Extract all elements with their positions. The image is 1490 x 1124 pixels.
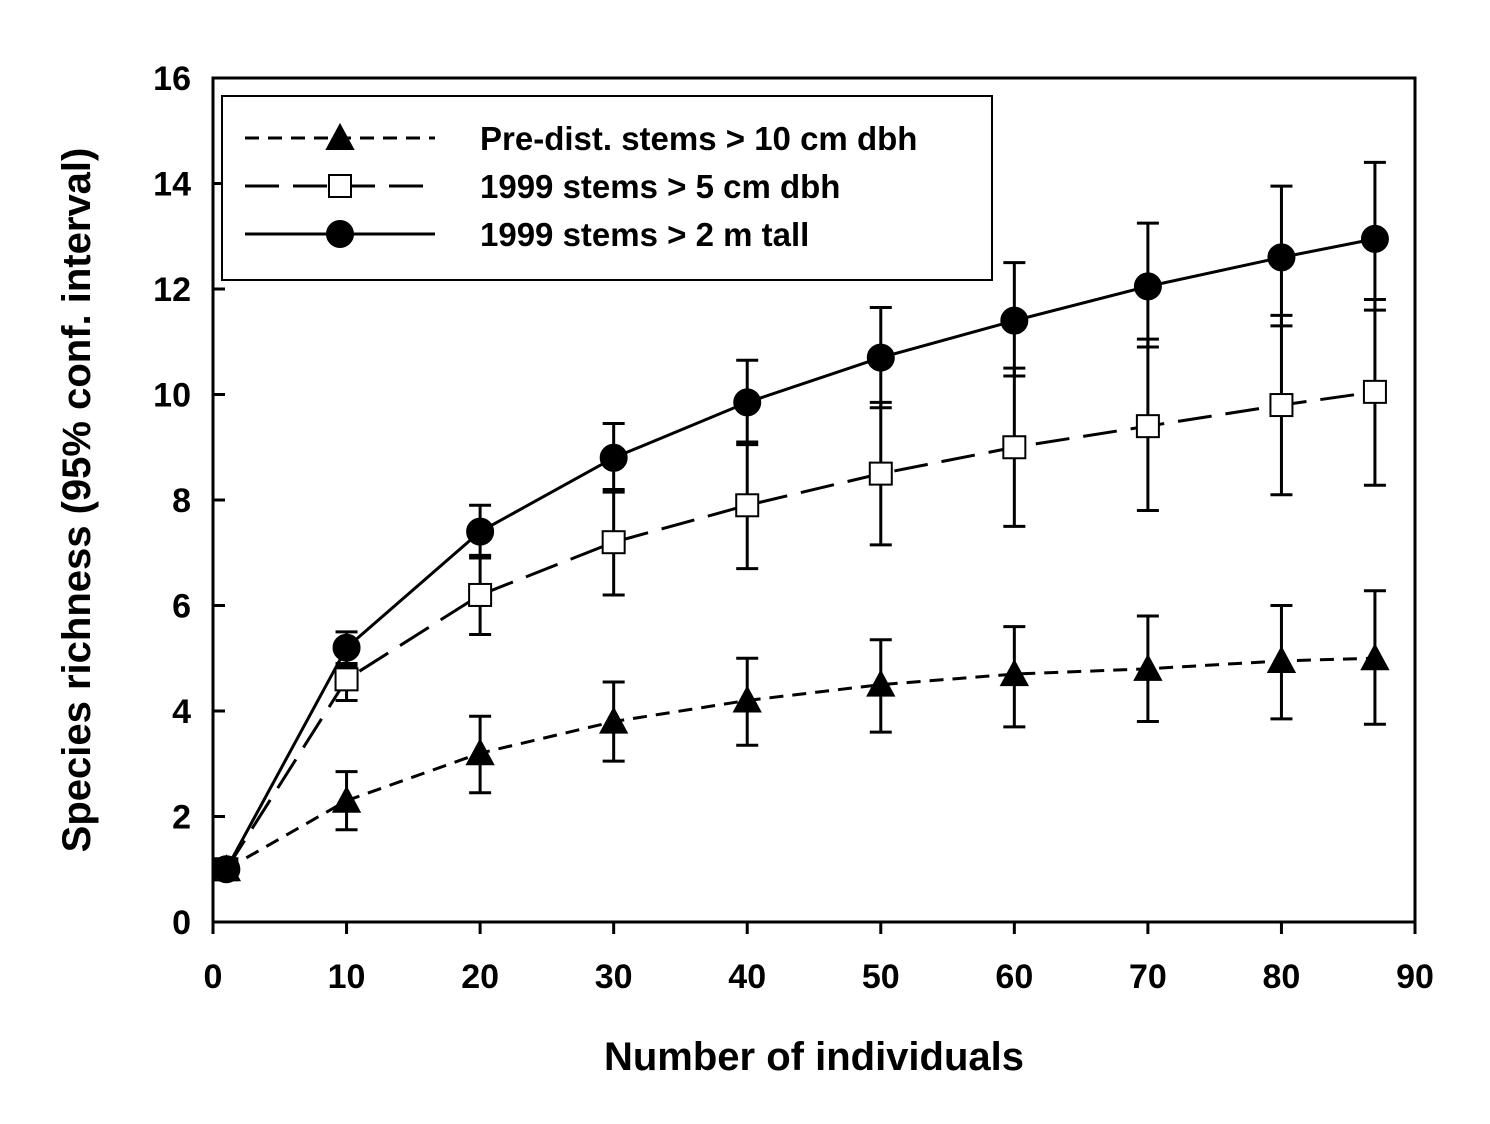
- data-point-circle: [733, 388, 762, 417]
- markers-circle: [212, 224, 1389, 884]
- data-point-square: [1135, 414, 1160, 439]
- x-tick-label: 70: [1129, 958, 1167, 996]
- data-point-triangle: [598, 706, 629, 734]
- data-point-square: [1362, 379, 1387, 404]
- series-line-circle: [225, 237, 1376, 870]
- y-tick-label: 2: [172, 799, 191, 837]
- series-layer: [211, 160, 1390, 884]
- legend-label: 1999 stems > 2 m tall: [480, 216, 809, 253]
- x-tick-label: 50: [862, 958, 900, 996]
- data-point-square: [868, 461, 893, 486]
- x-tick-label: 20: [461, 958, 499, 996]
- x-tick-label: 0: [204, 958, 223, 996]
- legend: Pre-dist. stems > 10 cm dbh 1999 stems > …: [221, 95, 993, 281]
- data-point-circle: [599, 443, 628, 472]
- x-tick-label: 30: [595, 958, 633, 996]
- x-tick-label: 10: [328, 958, 366, 996]
- y-tick-label: 0: [172, 904, 191, 942]
- legend-marker-circle: [326, 220, 354, 248]
- series-line-triangle: [225, 656, 1375, 871]
- y-tick-label: 4: [172, 693, 191, 731]
- series-triangle: [225, 589, 1386, 871]
- legend-label: 1999 stems > 5 cm dbh: [480, 168, 840, 205]
- data-point-triangle: [732, 685, 762, 713]
- data-point-circle: [1360, 224, 1389, 253]
- data-point-square: [334, 667, 359, 692]
- legend-entries: Pre-dist. stems > 10 cm dbh 1999 stems > …: [245, 120, 917, 253]
- y-axis-ticks: 0 2 4 6 8 10 12 14 16: [153, 60, 225, 942]
- data-point-triangle: [1266, 645, 1297, 673]
- y-tick-label: 16: [153, 60, 191, 98]
- data-point-triangle: [1133, 653, 1163, 681]
- data-point-triangle: [866, 669, 896, 697]
- x-tick-label: 40: [728, 958, 766, 996]
- y-tick-label: 10: [153, 377, 191, 415]
- data-point-square: [735, 493, 760, 518]
- y-tick-label: 8: [172, 482, 191, 520]
- legend-entry: 1999 stems > 5 cm dbh: [245, 168, 840, 205]
- data-point-square: [1269, 393, 1294, 418]
- x-tick-label: 80: [1263, 958, 1301, 996]
- data-point-triangle: [331, 785, 362, 813]
- data-point-square: [601, 530, 626, 555]
- x-tick-label: 60: [995, 958, 1033, 996]
- data-point-triangle: [465, 738, 495, 766]
- x-tick-label: 90: [1396, 958, 1434, 996]
- data-point-circle: [866, 343, 895, 372]
- y-axis-title: Species richness (95% conf. interval): [55, 148, 99, 853]
- y-tick-label: 12: [153, 271, 191, 309]
- legend-entry: 1999 stems > 2 m tall: [245, 216, 809, 253]
- markers-triangle: [211, 643, 1390, 882]
- data-point-square: [1002, 435, 1027, 460]
- x-axis-title: Number of individuals: [604, 1035, 1024, 1079]
- data-point-triangle: [1360, 643, 1390, 671]
- data-point-triangle: [999, 658, 1030, 687]
- data-point-circle: [212, 855, 241, 884]
- y-tick-label: 6: [172, 588, 191, 626]
- data-point-circle: [466, 517, 495, 546]
- x-axis-ticks: 0 10 20 30 40 50 60 70 80 90: [204, 922, 1434, 996]
- series-line-square: [225, 390, 1376, 871]
- legend-marker-triangle: [325, 122, 355, 151]
- data-point-square: [468, 582, 493, 607]
- legend-marker-square: [328, 174, 352, 198]
- data-point-circle: [1133, 272, 1162, 301]
- data-point-circle: [1267, 243, 1296, 272]
- legend-label: Pre-dist. stems > 10 cm dbh: [480, 120, 917, 157]
- legend-entry: Pre-dist. stems > 10 cm dbh: [245, 120, 917, 157]
- y-tick-label: 14: [153, 166, 191, 204]
- data-point-circle: [1000, 306, 1029, 335]
- data-point-circle: [332, 633, 361, 662]
